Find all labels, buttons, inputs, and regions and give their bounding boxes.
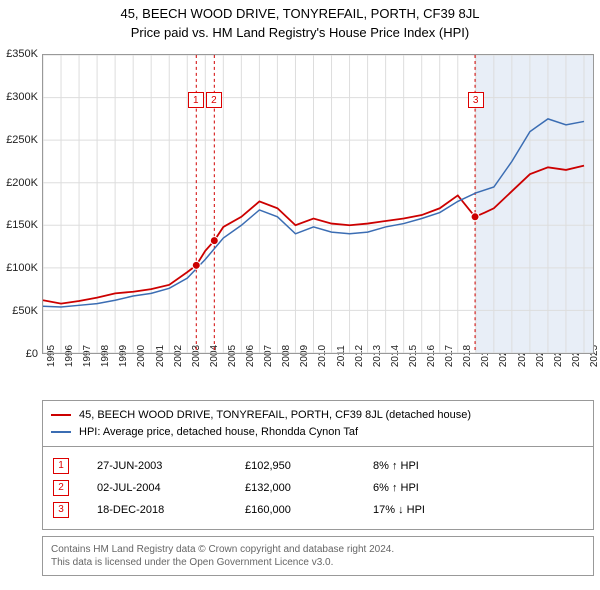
y-tick-label: £100K bbox=[6, 262, 38, 274]
sale-badge-3: 3 bbox=[53, 502, 69, 518]
y-tick-label: £250K bbox=[6, 134, 38, 146]
chart-sale-badge: 1 bbox=[188, 92, 204, 108]
legend-row-property: 45, BEECH WOOD DRIVE, TONYREFAIL, PORTH,… bbox=[51, 407, 585, 424]
y-tick-label: £150K bbox=[6, 219, 38, 231]
chart-plot-area bbox=[42, 54, 594, 354]
chart-container: 45, BEECH WOOD DRIVE, TONYREFAIL, PORTH,… bbox=[0, 0, 600, 590]
legend-swatch-property bbox=[51, 414, 71, 416]
sale-date: 02-JUL-2004 bbox=[97, 477, 217, 499]
legend-swatch-hpi bbox=[51, 431, 71, 433]
sales-table: 1 27-JUN-2003 £102,950 8% ↑ HPI 2 02-JUL… bbox=[42, 446, 594, 530]
sale-badge-1: 1 bbox=[53, 458, 69, 474]
footer-line-2: This data is licensed under the Open Gov… bbox=[51, 556, 585, 569]
y-tick-label: £300K bbox=[6, 91, 38, 103]
sale-delta: 6% ↑ HPI bbox=[373, 477, 493, 499]
legend-row-hpi: HPI: Average price, detached house, Rhon… bbox=[51, 424, 585, 441]
legend-label-hpi: HPI: Average price, detached house, Rhon… bbox=[79, 424, 358, 441]
sale-row: 1 27-JUN-2003 £102,950 8% ↑ HPI bbox=[53, 455, 583, 477]
sale-row: 2 02-JUL-2004 £132,000 6% ↑ HPI bbox=[53, 477, 583, 499]
chart-svg bbox=[43, 55, 593, 353]
sale-price: £102,950 bbox=[245, 455, 345, 477]
chart-sale-badge: 2 bbox=[206, 92, 222, 108]
sale-row: 3 18-DEC-2018 £160,000 17% ↓ HPI bbox=[53, 499, 583, 521]
footer-box: Contains HM Land Registry data © Crown c… bbox=[42, 536, 594, 576]
legend-box: 45, BEECH WOOD DRIVE, TONYREFAIL, PORTH,… bbox=[42, 400, 594, 447]
sale-price: £132,000 bbox=[245, 477, 345, 499]
y-tick-label: £350K bbox=[6, 48, 38, 60]
footer-line-1: Contains HM Land Registry data © Crown c… bbox=[51, 543, 585, 556]
sale-date: 27-JUN-2003 bbox=[97, 455, 217, 477]
title-main: 45, BEECH WOOD DRIVE, TONYREFAIL, PORTH,… bbox=[0, 0, 600, 21]
title-sub: Price paid vs. HM Land Registry's House … bbox=[0, 21, 600, 40]
sale-delta: 17% ↓ HPI bbox=[373, 499, 493, 521]
sale-delta: 8% ↑ HPI bbox=[373, 455, 493, 477]
chart-sale-badge: 3 bbox=[468, 92, 484, 108]
y-tick-label: £50K bbox=[12, 305, 38, 317]
legend-label-property: 45, BEECH WOOD DRIVE, TONYREFAIL, PORTH,… bbox=[79, 407, 471, 424]
y-tick-label: £200K bbox=[6, 177, 38, 189]
sale-badge-2: 2 bbox=[53, 480, 69, 496]
y-tick-label: £0 bbox=[26, 348, 38, 360]
sale-price: £160,000 bbox=[245, 499, 345, 521]
sale-date: 18-DEC-2018 bbox=[97, 499, 217, 521]
